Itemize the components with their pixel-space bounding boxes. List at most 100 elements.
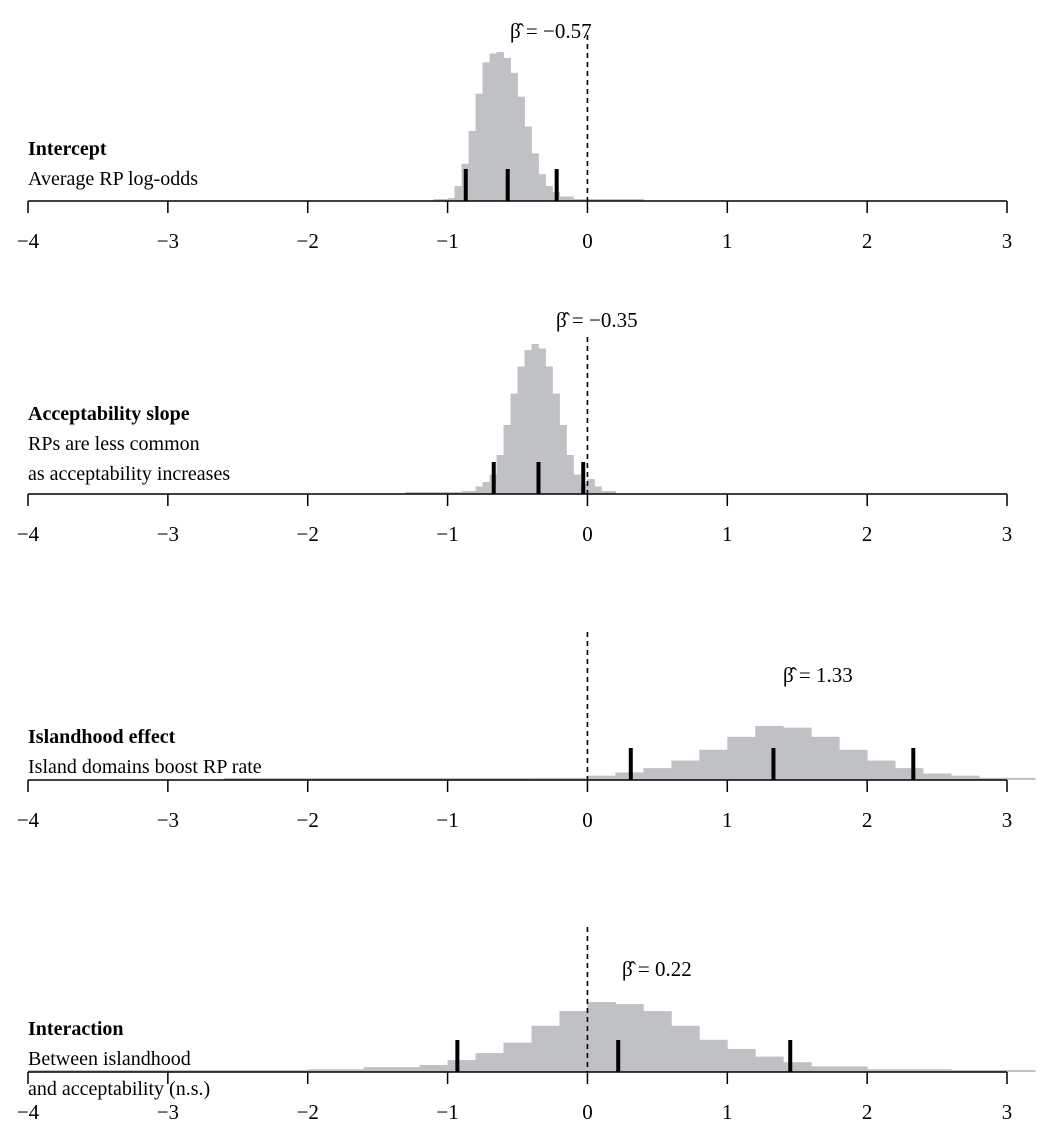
histogram-bar [587, 479, 595, 494]
histogram-bar [461, 491, 476, 494]
histogram-bar [951, 1070, 1036, 1072]
histogram-bar [594, 486, 602, 494]
histogram-bar [531, 344, 539, 494]
x-tick-label: −1 [436, 1100, 458, 1124]
x-tick-label: 0 [582, 1100, 593, 1124]
panel-subtitle-line: and acceptability (n.s.) [28, 1078, 210, 1100]
histogram-bar [447, 1060, 476, 1072]
histogram-bar [503, 1042, 532, 1072]
x-tick-label: −4 [17, 1100, 40, 1124]
histogram-bar [867, 760, 896, 780]
panel-subtitle-line: RPs are less common [28, 433, 200, 455]
x-tick-label: 3 [1002, 1100, 1013, 1124]
histogram-bar [727, 736, 756, 780]
x-tick-label: −3 [157, 229, 179, 253]
histogram-bar [643, 1011, 672, 1072]
x-tick-label: −1 [436, 229, 458, 253]
histogram-bar [510, 393, 518, 494]
x-tick-label: 1 [722, 808, 733, 832]
histogram-bar [811, 736, 840, 780]
histogram-bar [951, 775, 980, 780]
x-tick-label: −1 [436, 808, 458, 832]
histogram-bar [839, 749, 868, 780]
histogram-bar [454, 186, 462, 201]
x-tick-label: 0 [582, 808, 593, 832]
panel-4: −4 −3 −2 −1 0 1 2 3 β̂ = 0.22 Interaction Between … [17, 927, 1036, 1124]
x-tick-label: 0 [582, 522, 593, 546]
estimate-label: β̂ = −0.57 [510, 19, 592, 43]
histogram-bar [517, 366, 525, 494]
x-tick-label: −2 [297, 808, 319, 832]
x-tick-label: 2 [862, 522, 873, 546]
histogram-bar [699, 1039, 728, 1072]
histogram-bar [755, 1056, 784, 1072]
histogram-bar [447, 198, 455, 201]
x-tick-label: −2 [297, 1100, 319, 1124]
x-tick-label: −4 [17, 229, 40, 253]
histogram-bar [524, 350, 532, 494]
histogram-bar [671, 760, 700, 780]
histogram-bar [503, 57, 511, 202]
x-tick-label: 1 [722, 522, 733, 546]
histogram-bar [559, 1011, 588, 1072]
histogram-bar [405, 492, 462, 494]
histogram-bar [601, 491, 616, 494]
x-tick-label: −2 [297, 522, 319, 546]
histogram-bar [755, 726, 784, 780]
histogram-bar [545, 186, 553, 201]
x-tick-label: 2 [862, 1100, 873, 1124]
histogram-bar [566, 455, 574, 494]
x-tick-label: −4 [17, 808, 40, 832]
histogram-bar [559, 425, 567, 494]
histogram-bar [363, 1067, 420, 1072]
histogram-bar [587, 775, 616, 780]
histogram-bar [573, 199, 644, 201]
panel-subtitle-line: Between islandhood [28, 1048, 191, 1070]
x-tick-label: 1 [722, 229, 733, 253]
histogram-bar [545, 366, 553, 494]
histogram-bar [783, 1062, 812, 1072]
histogram-bar [531, 777, 588, 780]
x-tick-label: 3 [1002, 229, 1013, 253]
x-tick-label: −1 [436, 522, 458, 546]
histogram-bar [524, 126, 532, 201]
histogram-bar [223, 778, 393, 780]
estimate-label: β̂ = 1.33 [783, 663, 853, 687]
histogram-bar [783, 727, 812, 780]
histogram-bar [475, 93, 483, 201]
histogram-bar [475, 486, 483, 494]
x-tick-label: 3 [1002, 522, 1013, 546]
histogram-bar [468, 130, 476, 201]
histogram-bar [559, 196, 574, 201]
histogram-bar [538, 174, 546, 201]
panel-1: −4 −3 −2 −1 0 1 2 3 β̂ = −0.57 Intercept Average R… [17, 19, 1012, 253]
histogram-bar [587, 1002, 616, 1072]
histogram-bar [475, 1053, 504, 1072]
histogram-bar [923, 773, 952, 780]
histogram-bar [28, 1070, 309, 1072]
histogram-bar [482, 482, 490, 494]
x-tick-label: 0 [582, 229, 593, 253]
panel-title: Intercept [28, 138, 107, 160]
histogram-bar [531, 1025, 560, 1072]
histogram-bar [979, 777, 1036, 780]
x-tick-label: −2 [297, 229, 319, 253]
x-tick-label: −3 [157, 1100, 179, 1124]
histogram-bar [811, 1066, 868, 1072]
histogram-bar [482, 62, 490, 202]
x-tick-label: 2 [862, 229, 873, 253]
histogram-bar [517, 96, 525, 201]
x-tick-label: 2 [862, 808, 873, 832]
x-tick-label: −3 [157, 808, 179, 832]
histogram-bar [531, 153, 539, 201]
histogram-bar [433, 199, 448, 201]
histogram-bar [510, 72, 518, 201]
x-tick-label: 3 [1002, 808, 1013, 832]
histogram-bar [643, 768, 672, 780]
histogram-bar [489, 53, 497, 201]
histogram-bar [552, 393, 560, 494]
histogram-bar [503, 425, 511, 494]
histogram-bar [867, 1069, 952, 1072]
panel-subtitle-line: Island domains boost RP rate [28, 756, 262, 778]
histogram-bar [895, 768, 924, 780]
